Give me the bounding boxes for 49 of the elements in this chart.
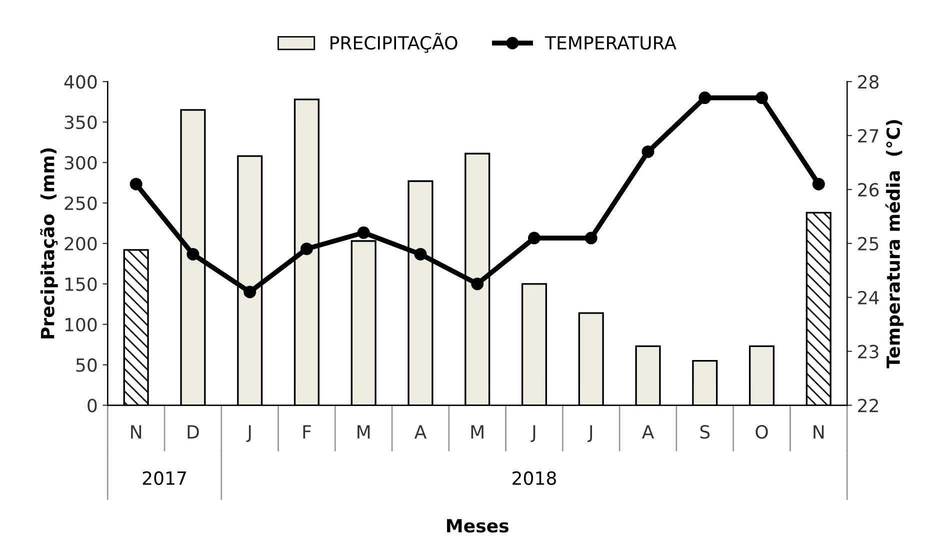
y-tick-label: 250 (64, 196, 97, 210)
y2-tick-label: 28 (858, 75, 879, 89)
x-tick-label: A (414, 425, 427, 438)
point (642, 145, 654, 158)
point (130, 178, 142, 190)
y-tick-label: 400 (64, 75, 97, 89)
point (756, 92, 768, 104)
y2-tick-label: 26 (858, 182, 879, 197)
x-tick-label: N (814, 425, 824, 438)
legend-label: TEMPERATURA (544, 36, 676, 50)
x-tick-label: J (530, 425, 536, 442)
point (414, 248, 427, 260)
y-tick-label: 150 (65, 277, 97, 292)
y2-axis-title: Temperatura média (°C) (885, 120, 904, 368)
x-tick-label: F (303, 425, 311, 438)
text: 2017 (142, 471, 186, 485)
y-tick-label: 200 (64, 236, 97, 251)
y2-tick-label: 23 (858, 344, 878, 358)
point (584, 232, 598, 244)
point (300, 242, 313, 256)
x-tick-label: D (188, 425, 199, 438)
x-tick-label: J (246, 425, 251, 442)
x-tick-label: S (700, 425, 710, 439)
y-tick-label: 0 (88, 398, 97, 412)
y2-tick-label: 24 (858, 290, 879, 304)
y-tick-label: 50 (76, 358, 97, 372)
y-tick-label: 300 (64, 156, 97, 170)
x-axis-title: Meses (447, 519, 508, 533)
point (528, 232, 540, 244)
x-tick-label: O (756, 425, 768, 439)
y2-tick-label: 27 (858, 129, 878, 142)
x-tick-label: A (642, 425, 654, 438)
point (186, 248, 200, 260)
y-axis-title: Precipitação (mm) (40, 148, 58, 338)
point (698, 92, 712, 104)
point (471, 278, 484, 290)
y2-tick-label: 25 (858, 236, 878, 251)
text: 2018 (512, 471, 556, 485)
x-tick-label: N (131, 425, 142, 438)
y2-tick-label: 22 (858, 398, 878, 412)
legend-label: PRECIPITAÇÃO (330, 32, 458, 53)
x-tick-label: M (471, 425, 484, 438)
point (812, 178, 825, 190)
y-tick-label: 100 (65, 318, 97, 332)
y-tick-label: 350 (64, 116, 97, 130)
point (244, 286, 256, 298)
point (357, 226, 370, 239)
x-tick-label: J (588, 425, 592, 442)
x-tick-label: M (358, 425, 370, 438)
